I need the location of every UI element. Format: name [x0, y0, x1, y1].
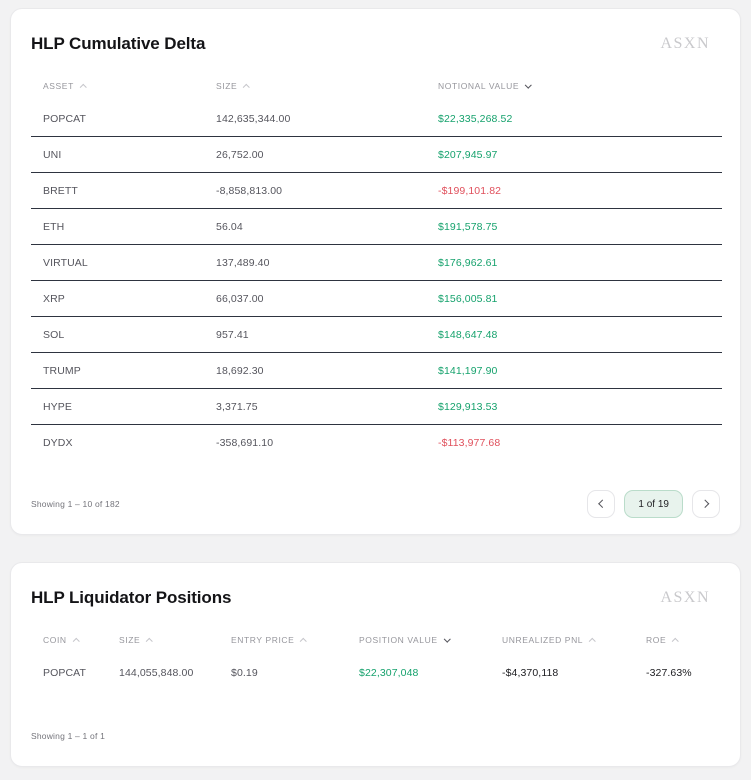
table-cell: POPCAT [43, 667, 86, 679]
table-cell: 26,752.00 [216, 148, 264, 161]
sort-chevron-up-icon [672, 638, 679, 645]
table-cell: -327.63% [646, 667, 692, 679]
table-header-row: COIN SIZE ENTRY PRICE POSITION VALUE UNREALI… [31, 625, 722, 655]
table-cell: TRUMP [43, 364, 81, 377]
column-header-size[interactable]: SIZE [204, 81, 426, 91]
column-header-asset[interactable]: ASSET [31, 81, 204, 91]
table-cell: -8,858,813.00 [216, 184, 283, 197]
table-footer: Showing 1 – 10 of 182 1 of 19 [31, 490, 720, 518]
table-cell: $141,197.90 [438, 364, 498, 377]
table-cell: -$4,370,118 [502, 667, 559, 679]
column-label: UNREALIZED PNL [502, 635, 584, 645]
showing-range-text: Showing 1 – 1 of 1 [31, 731, 106, 741]
card-header: HLP Cumulative Delta ASXN [31, 34, 720, 54]
column-header-roe[interactable]: ROE [634, 635, 722, 645]
table-cell: SOL [43, 328, 65, 341]
table-cell: XRP [43, 292, 65, 305]
asxn-logo: ASXN [660, 589, 710, 606]
table-cell: 56.04 [216, 220, 243, 233]
table-cell: 144,055,848.00 [119, 667, 194, 679]
table-row: TRUMP 18,692.30 $141,197.90 [31, 353, 722, 389]
column-label: POSITION VALUE [359, 635, 438, 645]
column-label: ENTRY PRICE [231, 635, 295, 645]
table-cell: 66,037.00 [216, 292, 264, 305]
page-title: HLP Liquidator Positions [31, 588, 232, 607]
table-row: SOL 957.41 $148,647.48 [31, 317, 722, 353]
chevron-right-icon [701, 500, 709, 508]
sort-chevron-down-icon [525, 81, 532, 88]
sort-chevron-up-icon [146, 638, 153, 645]
table-cell: POPCAT [43, 112, 86, 125]
liquidator-positions-table: COIN SIZE ENTRY PRICE POSITION VALUE UNREALI… [31, 625, 722, 691]
table-cell: 137,489.40 [216, 256, 270, 269]
sort-chevron-up-icon [243, 84, 250, 91]
card-liquidator-positions: HLP Liquidator Positions ASXN COIN SIZE EN… [10, 562, 741, 767]
column-label: ROE [646, 635, 667, 645]
table-cell: $129,913.53 [438, 400, 498, 413]
column-header-coin[interactable]: COIN [31, 635, 107, 645]
next-page-button[interactable] [692, 490, 720, 518]
chevron-left-icon [598, 500, 607, 508]
asxn-logo: ASXN [660, 35, 710, 52]
table-row: BRETT -8,858,813.00 -$199,101.82 [31, 173, 722, 209]
column-label: ASSET [43, 81, 74, 91]
column-header-unrealized-pnl[interactable]: UNREALIZED PNL [490, 635, 634, 645]
table-cell: $207,945.97 [438, 148, 498, 161]
pagination: 1 of 19 [587, 490, 720, 518]
page-title: HLP Cumulative Delta [31, 34, 206, 53]
table-cell: VIRTUAL [43, 256, 88, 269]
table-cell: $22,307,048 [359, 667, 419, 679]
prev-page-button[interactable] [587, 490, 616, 518]
column-header-entry-price[interactable]: ENTRY PRICE [219, 635, 347, 645]
table-cell: $176,962.61 [438, 256, 498, 269]
table-cell: ETH [43, 220, 65, 233]
table-cell: $156,005.81 [438, 292, 498, 305]
sort-chevron-up-icon [79, 84, 87, 91]
table-header-row: ASSET SIZE NOTIONAL VALUE [31, 71, 722, 101]
column-label: NOTIONAL VALUE [438, 81, 520, 91]
table-cell: 3,371.75 [216, 400, 258, 413]
column-label: SIZE [216, 81, 238, 91]
column-header-size[interactable]: SIZE [107, 635, 219, 645]
table-row: XRP 66,037.00 $156,005.81 [31, 281, 722, 317]
column-header-notional-value[interactable]: NOTIONAL VALUE [426, 81, 722, 91]
table-cell: -$199,101.82 [438, 184, 502, 197]
table-row: POPCAT 142,635,344.00 $22,335,268.52 [31, 101, 722, 137]
card-header: HLP Liquidator Positions ASXN [31, 588, 720, 608]
sort-chevron-up-icon [589, 638, 596, 645]
page-indicator: 1 of 19 [624, 490, 683, 518]
table-cell: -358,691.10 [216, 437, 274, 449]
sort-chevron-down-icon [443, 635, 451, 642]
table-cell: 18,692.30 [216, 364, 264, 377]
table-row: UNI 26,752.00 $207,945.97 [31, 137, 722, 173]
column-label: COIN [43, 635, 67, 645]
table-cell: $22,335,268.52 [438, 112, 513, 125]
card-cumulative-delta: HLP Cumulative Delta ASXN ASSET SIZE NOTIO… [10, 8, 741, 535]
table-row: DYDX -358,691.10 -$113,977.68 [31, 425, 722, 461]
sort-chevron-up-icon [72, 638, 80, 645]
table-cell: UNI [43, 148, 62, 161]
table-cell: HYPE [43, 400, 72, 413]
showing-range-text: Showing 1 – 10 of 182 [31, 499, 120, 509]
table-row: ETH 56.04 $191,578.75 [31, 209, 722, 245]
table-row: VIRTUAL 137,489.40 $176,962.61 [31, 245, 722, 281]
table-cell: $0.19 [231, 667, 258, 679]
column-label: SIZE [119, 635, 141, 645]
table-cell: -$113,977.68 [438, 437, 501, 449]
table-cell: $148,647.48 [438, 328, 498, 341]
dashboard: HLP Cumulative Delta ASXN ASSET SIZE NOTIO… [10, 8, 741, 767]
table-cell: 142,635,344.00 [216, 112, 291, 125]
table-row: POPCAT 144,055,848.00 $0.19 $22,307,048 -$4,… [31, 655, 722, 691]
table-cell: DYDX [43, 437, 73, 449]
table-footer: Showing 1 – 1 of 1 [31, 722, 720, 750]
table-cell: BRETT [43, 184, 78, 197]
table-cell: $191,578.75 [438, 220, 498, 233]
table-cell: 957.41 [216, 328, 249, 341]
sort-chevron-up-icon [300, 638, 307, 645]
cumulative-delta-table: ASSET SIZE NOTIONAL VALUE POPCAT 142,635,344… [31, 71, 722, 461]
column-header-position-value[interactable]: POSITION VALUE [347, 635, 490, 645]
table-row: HYPE 3,371.75 $129,913.53 [31, 389, 722, 425]
